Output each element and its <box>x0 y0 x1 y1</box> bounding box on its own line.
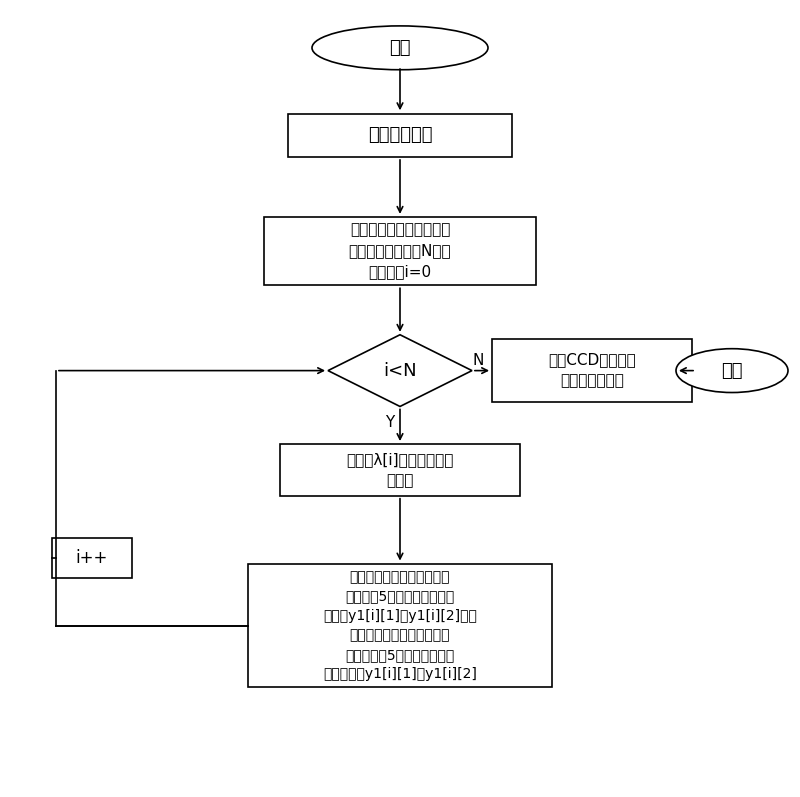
Text: Y: Y <box>385 415 394 430</box>
FancyBboxPatch shape <box>264 218 536 285</box>
Text: 以波长λ[i]设置产生相应
单色光: 以波长λ[i]设置产生相应 单色光 <box>346 452 454 489</box>
Polygon shape <box>328 335 472 406</box>
Text: 计算CCD芯片的量
子效率和响应度: 计算CCD芯片的量 子效率和响应度 <box>548 352 636 389</box>
Ellipse shape <box>676 349 788 393</box>
Text: i<N: i<N <box>383 362 417 379</box>
FancyBboxPatch shape <box>492 339 692 402</box>
FancyBboxPatch shape <box>288 114 512 158</box>
Text: 选取一系列等间隔分布的
波长值，设个数为N，设
循环变量i=0: 选取一系列等间隔分布的 波长值，设个数为N，设 循环变量i=0 <box>349 222 451 280</box>
Text: N: N <box>473 353 484 367</box>
FancyBboxPatch shape <box>280 445 520 496</box>
Text: 对入射单色光进行成像，拍
摄不少于5张，取中间两张图
像记为y1[i][1]、y1[i][2]，关
闭快门，以同样的积分时间
拍摄不少于5张暗图像，取中
间两张: 对入射单色光进行成像，拍 摄不少于5张，取中间两张图 像记为y1[i][1]、y… <box>323 570 477 681</box>
Text: i++: i++ <box>76 549 108 567</box>
Text: 开始: 开始 <box>390 39 410 57</box>
FancyBboxPatch shape <box>52 538 132 578</box>
Ellipse shape <box>312 26 488 70</box>
Text: 结束: 结束 <box>722 362 742 379</box>
Text: 调整硬件系统: 调整硬件系统 <box>368 127 432 144</box>
FancyBboxPatch shape <box>248 564 552 687</box>
